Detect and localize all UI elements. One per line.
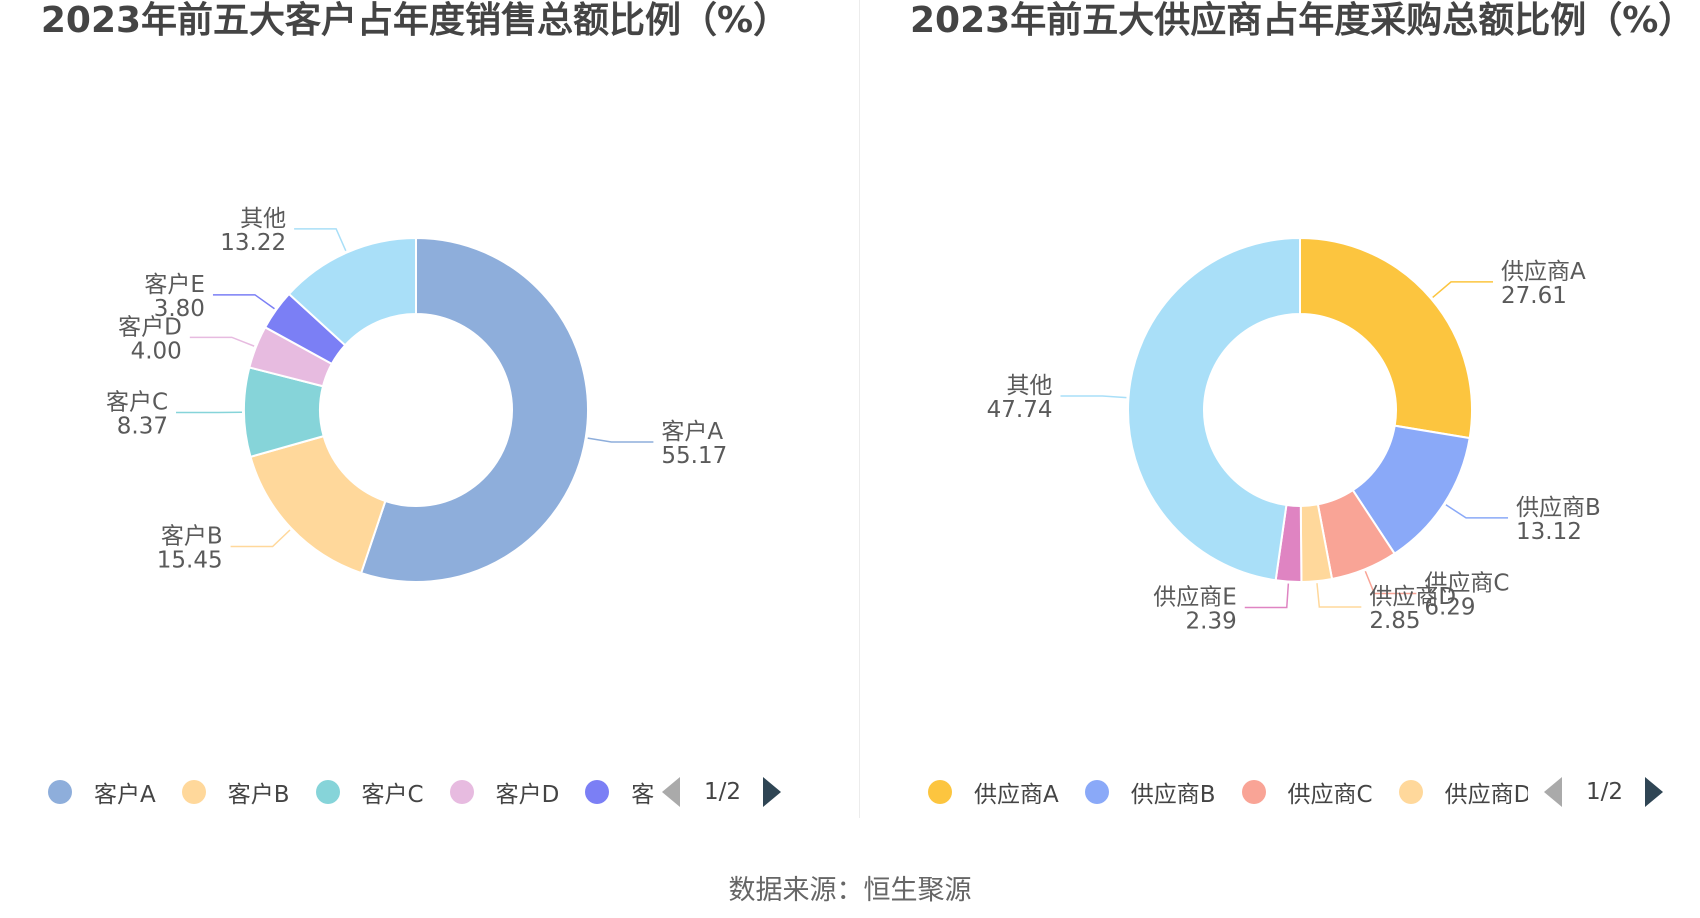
left-slice-label-4: 客户D (118, 314, 182, 340)
right-legend-dot-icon (1241, 780, 1266, 804)
left-legend-label: 客户D (495, 782, 560, 808)
right-pager-next-icon[interactable] (1645, 777, 1664, 807)
right-legend-label: 供应商C (1287, 782, 1373, 808)
left-leader-line-4 (189, 336, 255, 347)
left-legend-pager: 1/2 (662, 774, 782, 810)
right-legend-label: 供应商B (1130, 782, 1216, 808)
right-legend-label: 供应商A (974, 782, 1059, 808)
right-legend: 供应商A 供应商B 供应商C 供应商D (928, 770, 1528, 814)
right-pager-prev-icon[interactable] (1544, 777, 1562, 807)
right-slice-label-4: 供应商D (1369, 584, 1456, 610)
left-legend-dot-icon (585, 780, 610, 804)
left-slice-value-4: 4.00 (131, 338, 182, 364)
left-chart-title: 2023年前五大客户占年度销售总额比例（%） (40, 0, 790, 41)
left-legend: 客户A 客户B 客户C 客户D 客户E (48, 770, 654, 814)
right-slice-value-4: 2.85 (1369, 608, 1420, 634)
right-legend-dot-icon (1398, 780, 1423, 804)
right-slice-value-3: 6.29 (1424, 595, 1475, 621)
left-slice-1 (359, 236, 589, 583)
left-legend-dot-icon (449, 780, 474, 804)
right-slice-label-3: 供应商C (1424, 571, 1509, 597)
left-legend-dot-icon (48, 780, 72, 804)
left-slice-label-5: 客户E (144, 272, 205, 298)
left-legend-item-3[interactable]: 客户C (315, 770, 424, 814)
left-legend-label: 客户B (227, 782, 290, 808)
left-legend-item-5[interactable]: 客户E (585, 770, 654, 814)
left-legend-item-1[interactable]: 客户A (48, 770, 156, 814)
right-legend-item-3[interactable]: 供应商C (1241, 770, 1373, 814)
left-slice-label-6: 其他 (240, 206, 286, 232)
left-slice-value-2: 15.45 (157, 548, 223, 574)
left-legend-dot-icon (315, 780, 340, 804)
left-slice-value-1: 55.17 (661, 443, 727, 469)
right-slice-value-6: 47.74 (987, 397, 1053, 423)
right-slice-1 (1299, 236, 1473, 440)
left-slice-value-5: 3.80 (154, 296, 205, 322)
left-leader-line-5 (212, 294, 275, 310)
left-legend-dot-icon (181, 780, 206, 804)
left-legend-item-2[interactable]: 客户B (181, 770, 290, 814)
left-leader-line-6 (294, 228, 347, 252)
left-pager-prev-icon[interactable] (662, 777, 680, 807)
left-pager-text: 1/2 (704, 779, 742, 805)
right-chart-title: 2023年前五大供应商占年度采购总额比例（%） (910, 0, 1695, 41)
right-slice-label-1: 供应商A (1501, 259, 1586, 285)
right-slice-label-5: 供应商E (1153, 585, 1237, 611)
right-leader-line-4 (1316, 583, 1362, 608)
left-slice-2 (249, 434, 387, 575)
left-slice-label-2: 客户B (161, 524, 223, 550)
right-legend-dot-icon (1084, 780, 1109, 804)
left-legend-label: 客户A (94, 782, 156, 808)
right-legend-item-4[interactable]: 供应商D (1398, 770, 1528, 814)
right-legend-item-1[interactable]: 供应商A (928, 770, 1059, 814)
right-slice-value-2: 13.12 (1516, 519, 1582, 545)
left-pager-next-icon[interactable] (763, 777, 782, 807)
right-slice-value-5: 2.39 (1186, 609, 1237, 635)
right-legend-label: 供应商D (1444, 782, 1528, 808)
charts-canvas: 客户A55.17客户B15.45客户C8.37客户D4.00客户E3.80其他1… (106, 206, 1601, 635)
left-slice-label-3: 客户C (106, 390, 168, 416)
chart-divider (859, 0, 860, 818)
right-legend-pager: 1/2 (1544, 774, 1664, 810)
right-leader-line-2 (1445, 504, 1509, 519)
left-legend-label: 客户E (631, 782, 654, 808)
right-pager-text: 1/2 (1586, 779, 1624, 805)
left-slice-label-1: 客户A (661, 419, 723, 445)
left-slice-value-6: 13.22 (220, 230, 286, 256)
left-slice-value-3: 8.37 (117, 414, 168, 440)
right-legend-dot-icon (928, 780, 952, 804)
left-slice-6 (287, 236, 417, 347)
right-slice-6 (1127, 236, 1301, 582)
right-legend-item-2[interactable]: 供应商B (1084, 770, 1216, 814)
left-leader-line-2 (230, 529, 291, 548)
right-leader-line-6 (1060, 395, 1127, 399)
right-slice-label-2: 供应商B (1516, 495, 1601, 521)
right-leader-line-5 (1244, 583, 1290, 609)
left-leader-line-1 (587, 437, 654, 443)
right-slice-value-1: 27.61 (1501, 283, 1567, 309)
data-source: 数据来源：恒生聚源 (728, 875, 972, 906)
right-leader-line-3 (1364, 570, 1417, 595)
right-slice-label-6: 其他 (1006, 373, 1052, 399)
right-leader-line-1 (1432, 281, 1494, 299)
left-legend-item-4[interactable]: 客户D (449, 770, 560, 814)
left-legend-label: 客户C (361, 782, 424, 808)
